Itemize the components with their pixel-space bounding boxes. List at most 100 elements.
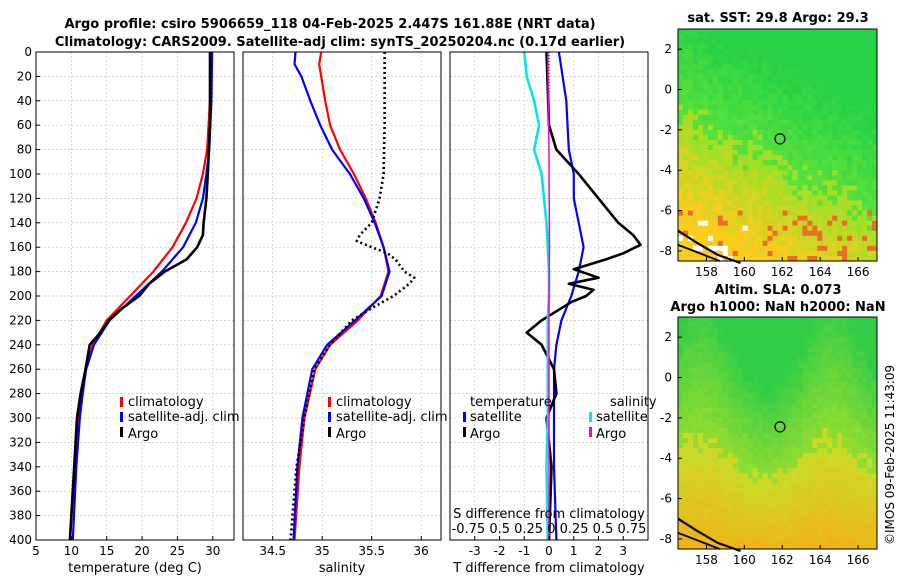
map-cell — [812, 89, 818, 95]
map-cell — [852, 443, 858, 449]
map-cell — [727, 84, 734, 90]
map-cell — [832, 240, 838, 247]
map-cell — [762, 332, 768, 338]
map-cell — [742, 427, 749, 434]
map-cell — [792, 245, 798, 252]
map-cell — [817, 245, 823, 252]
map-cell — [712, 200, 719, 206]
map-cell — [737, 89, 744, 95]
map-cell — [762, 175, 768, 181]
map-cell — [717, 412, 724, 419]
map-cell — [827, 513, 833, 520]
map-cell — [782, 402, 788, 409]
map-cell — [842, 518, 848, 525]
map-cell — [827, 69, 833, 75]
map-cell — [787, 205, 793, 211]
map-cell — [687, 89, 694, 95]
map-cell — [802, 180, 808, 186]
map-cell — [862, 139, 868, 146]
map-cell — [857, 523, 863, 530]
map-cell — [727, 443, 734, 449]
map-cell — [852, 99, 858, 106]
map-cell — [842, 443, 848, 449]
map-cell — [822, 422, 828, 429]
map-cell — [722, 382, 729, 389]
map-cell — [817, 185, 823, 191]
map-cell — [837, 99, 843, 106]
map-cell — [757, 255, 763, 262]
map-cell — [812, 180, 818, 186]
map-cell — [717, 367, 724, 373]
map-cell — [777, 74, 783, 80]
map-cell — [802, 230, 808, 237]
map-cell — [717, 523, 724, 530]
map-cell — [842, 382, 848, 389]
map-cell — [678, 205, 684, 211]
map-cell — [832, 458, 838, 464]
map-cell — [862, 523, 868, 530]
map-cell — [807, 200, 813, 206]
y-tick-label: -2 — [660, 411, 672, 425]
map-cell — [727, 493, 734, 499]
legend-swatch-s-argo — [589, 427, 592, 437]
map-cell — [807, 39, 813, 45]
map-cell — [817, 498, 823, 505]
map-cell — [777, 109, 783, 116]
map-cell — [837, 543, 843, 550]
map-cell — [812, 34, 818, 40]
map-cell — [832, 170, 838, 176]
map-cell — [732, 538, 739, 545]
map-cell — [772, 99, 778, 106]
map-cell — [842, 342, 848, 348]
map-cell — [857, 448, 863, 454]
map-cell — [797, 160, 803, 166]
map-cell — [837, 49, 843, 55]
map-cell — [712, 245, 719, 252]
map-cell — [772, 402, 778, 409]
map-cell — [842, 508, 848, 515]
y-tick-label: 2 — [664, 330, 672, 344]
map-cell — [678, 483, 684, 489]
map-cell — [837, 250, 843, 257]
map-cell — [757, 327, 763, 333]
map-cell — [817, 69, 823, 75]
map-cell — [862, 190, 868, 196]
map-cell — [702, 332, 709, 338]
map-cell — [697, 129, 704, 136]
map-cell — [782, 155, 788, 161]
map-cell — [812, 129, 818, 136]
map-cell — [702, 392, 709, 399]
map-cell — [678, 94, 684, 101]
map-cell — [817, 488, 823, 494]
map-cell — [732, 387, 739, 394]
map-cell — [737, 523, 744, 530]
map-cell — [812, 473, 818, 479]
map-cell — [757, 59, 763, 65]
map-cell — [807, 397, 813, 404]
map-cell — [747, 347, 754, 353]
map-cell — [752, 29, 759, 35]
map-cell — [772, 412, 778, 419]
map-cell — [732, 417, 739, 424]
map-cell — [837, 483, 843, 489]
map-cell — [792, 427, 798, 434]
map-cell — [827, 185, 833, 191]
map-cell — [837, 74, 843, 80]
map-cell — [767, 473, 773, 479]
map-cell — [767, 170, 773, 176]
map-cell — [747, 175, 754, 181]
map-cell — [717, 453, 724, 459]
map-cell — [737, 54, 744, 60]
map-cell — [747, 160, 754, 166]
map-cell — [737, 412, 744, 419]
map-cell — [717, 362, 724, 368]
map-cell — [752, 523, 759, 530]
map-cell — [802, 119, 808, 126]
map-cell — [767, 119, 773, 126]
map-cell — [702, 54, 709, 60]
map-cell — [872, 119, 878, 126]
map-cell — [832, 34, 838, 40]
map-cell — [678, 387, 684, 394]
map-cell — [707, 518, 714, 525]
map-cell — [842, 498, 848, 505]
